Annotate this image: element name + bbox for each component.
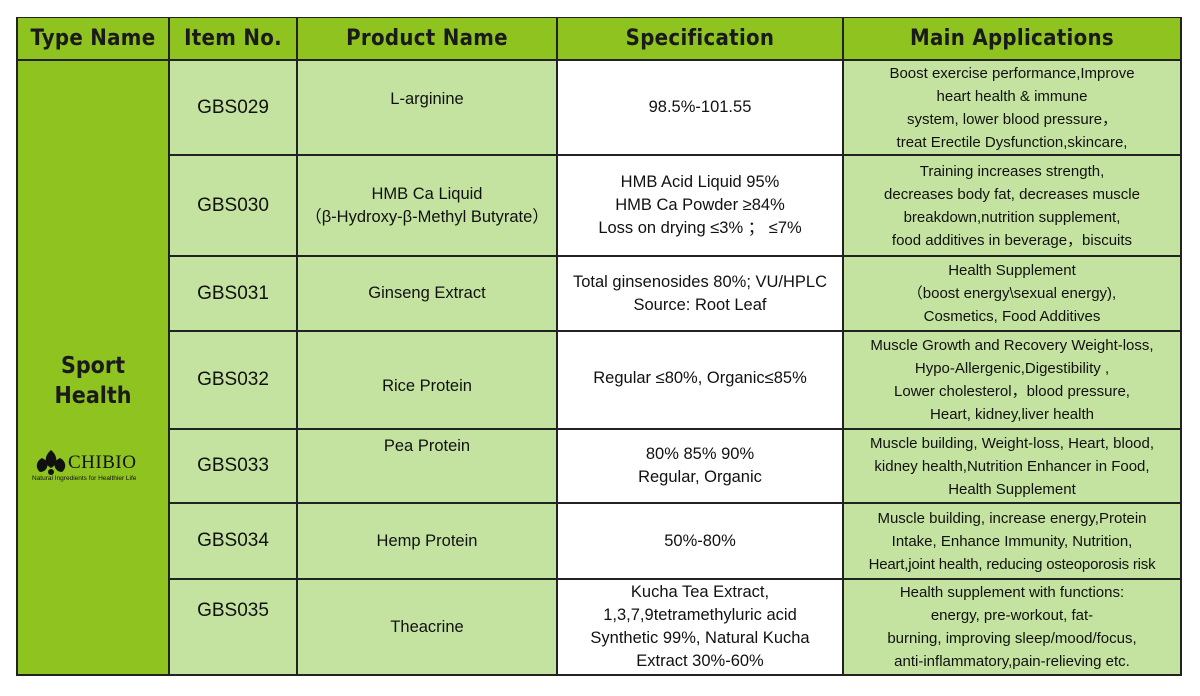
- product-line: L-arginine: [390, 90, 464, 108]
- applications-cell: Muscle building, increase energy,Protein…: [843, 503, 1181, 579]
- spec-line: 50%-80%: [664, 531, 736, 550]
- product-cell: Rice Protein: [297, 331, 557, 429]
- app-line: Muscle building, increase energy,Protein: [877, 509, 1147, 527]
- product-line: Pea Protein: [383, 437, 471, 455]
- item-no-cell: GBS034: [169, 503, 297, 579]
- app-line: Cosmetics, Food Additives: [923, 308, 1101, 325]
- logo-wordmark: CHIBIO: [68, 452, 137, 473]
- app-line: Health supplement with functions:: [899, 584, 1125, 601]
- product-cell: L-arginine: [297, 60, 557, 155]
- spec-cell: Total ginsenosides 80%; VU/HPLC Source: …: [557, 256, 843, 331]
- type-cell-sport-health: Sport Health CHIBIO Natural Ingredients …: [17, 60, 169, 675]
- app-line: burning, improving sleep/mood/focus,: [887, 630, 1137, 647]
- app-line: decreases body fat, decreases muscle: [884, 185, 1140, 203]
- applications-cell: Boost exercise performance,Improve heart…: [843, 60, 1181, 155]
- applications-cell: Health Supplement （boost energy\sexual e…: [843, 256, 1181, 331]
- item-no-cell: GBS029: [169, 60, 297, 155]
- app-line: food additives in beverage，biscuits: [891, 231, 1133, 249]
- spec-cell: 80% 85% 90% Regular, Organic: [557, 429, 843, 503]
- spec-line: Extract 30%-60%: [636, 652, 764, 670]
- app-line: Intake, Enhance Immunity, Nutrition,: [891, 532, 1133, 550]
- app-line: Muscle building, Weight-loss, Heart, blo…: [869, 434, 1155, 452]
- applications-cell: Muscle building, Weight-loss, Heart, blo…: [843, 429, 1181, 503]
- product-line: Hemp Protein: [376, 531, 478, 550]
- product-cell: HMB Ca Liquid （β-Hydroxy-β-Methyl Butyra…: [297, 155, 557, 256]
- spec-cell: 98.5%-101.55: [557, 60, 843, 155]
- item-no-cell: GBS033: [169, 429, 297, 503]
- spec-line: Regular, Organic: [638, 468, 762, 486]
- product-line: Theacrine: [390, 617, 464, 636]
- app-line: anti-inflammatory,pain-relieving etc.: [894, 653, 1130, 670]
- spec-line: 98.5%-101.55: [648, 98, 752, 116]
- header-specification: Specification: [557, 17, 843, 60]
- leaf-icon: [36, 450, 66, 475]
- product-cell: Hemp Protein: [297, 503, 557, 579]
- spec-cell: 50%-80%: [557, 503, 843, 579]
- spec-line: Source: Root Leaf: [633, 295, 767, 314]
- app-line: Heart,joint health, reducing osteoporosi…: [868, 555, 1156, 573]
- header-main-applications: Main Applications: [843, 17, 1181, 60]
- category-line-2: Health: [54, 383, 132, 409]
- app-line: Heart, kidney,liver health: [930, 406, 1094, 423]
- header-item-no: Item No.: [169, 17, 297, 60]
- spec-line: Kucha Tea Extract,: [630, 583, 770, 601]
- product-line: Rice Protein: [382, 377, 472, 395]
- app-line: breakdown,nutrition supplement,: [903, 208, 1121, 226]
- app-line: Boost exercise performance,Improve: [889, 64, 1135, 82]
- spec-cell: Regular ≤80%, Organic≤85%: [557, 331, 843, 429]
- app-line: system, lower blood pressure，: [906, 110, 1118, 128]
- spec-line: Regular ≤80%, Organic≤85%: [593, 369, 807, 387]
- applications-cell: Muscle Growth and Recovery Weight-loss, …: [843, 331, 1181, 429]
- app-line: energy, pre-workout, fat-: [930, 607, 1094, 624]
- spec-line: HMB Ca Powder ≥84%: [615, 196, 785, 214]
- category-label: Sport Health: [18, 351, 168, 411]
- app-line: treat Erectile Dysfunction,skincare,: [896, 133, 1128, 151]
- applications-cell: Health supplement with functions: energy…: [843, 579, 1181, 675]
- header-product-name: Product Name: [297, 17, 557, 60]
- product-cell: Ginseng Extract: [297, 256, 557, 331]
- product-cell: Theacrine: [297, 579, 557, 675]
- category-line-1: Sport: [60, 353, 126, 379]
- chibio-logo: CHIBIO Natural Ingredients for Healthier…: [32, 446, 162, 486]
- app-line: Lower cholesterol，blood pressure,: [894, 383, 1130, 400]
- app-line: Training increases strength,: [919, 162, 1105, 180]
- product-line: Ginseng Extract: [368, 284, 486, 302]
- app-line: Hypo-Allergenic,Digestibility ,: [914, 360, 1110, 377]
- item-no-cell: GBS032: [169, 331, 297, 429]
- app-line: kidney health,Nutrition Enhancer in Food…: [874, 457, 1150, 475]
- product-line: HMB Ca Liquid: [371, 184, 483, 203]
- item-no-cell: GBS030: [169, 155, 297, 256]
- spec-line: Total ginsenosides 80%; VU/HPLC: [572, 272, 828, 291]
- spec-line: 80% 85% 90%: [645, 445, 755, 463]
- spec-line: Synthetic 99%, Natural Kucha: [590, 629, 810, 647]
- spec-cell: Kucha Tea Extract, 1,3,7,9tetramethyluri…: [557, 579, 843, 675]
- header-type-name: Type Name: [17, 17, 169, 60]
- spec-line: Loss on drying ≤3% ； ≤7%: [598, 219, 802, 237]
- applications-cell: Training increases strength, decreases b…: [843, 155, 1181, 256]
- app-line: heart health & immune: [936, 87, 1088, 105]
- app-line: （boost energy\sexual energy),: [907, 285, 1117, 302]
- item-no-cell: GBS031: [169, 256, 297, 331]
- app-line: Health Supplement: [948, 262, 1076, 279]
- product-cell: Pea Protein: [297, 429, 557, 503]
- item-no-cell: GBS035: [169, 579, 297, 675]
- spec-line: HMB Acid Liquid 95%: [620, 173, 780, 191]
- product-line: （β-Hydroxy-β-Methyl Butyrate）: [305, 207, 549, 226]
- app-line: Health Supplement: [948, 480, 1076, 498]
- app-line: Muscle Growth and Recovery Weight-loss,: [870, 337, 1154, 354]
- logo-tagline: Natural Ingredients for Healthier Life: [32, 475, 137, 482]
- spec-line: 1,3,7,9tetramethyluric acid: [603, 606, 797, 624]
- spec-cell: HMB Acid Liquid 95% HMB Ca Powder ≥84% L…: [557, 155, 843, 256]
